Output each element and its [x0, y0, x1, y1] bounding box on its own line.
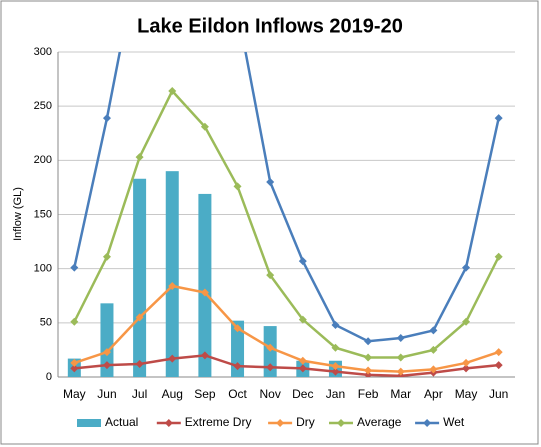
marker [429, 345, 438, 354]
marker [396, 367, 405, 376]
x-tick-label: Mar [390, 387, 411, 401]
marker [331, 321, 340, 329]
marker [494, 361, 503, 370]
marker [462, 317, 471, 326]
x-tick-label: May [63, 387, 86, 401]
marker [266, 178, 275, 186]
marker [364, 366, 373, 375]
marker [200, 351, 209, 360]
line [73, 284, 500, 373]
marker [494, 114, 503, 123]
y-tick-label: 300 [34, 46, 52, 58]
marker [102, 348, 111, 357]
y-tick-label: 100 [34, 263, 52, 275]
x-tick-label: Aug [162, 387, 183, 401]
marker [200, 288, 209, 297]
legend-marker [423, 419, 432, 427]
legend-marker [276, 419, 285, 427]
marker [266, 343, 275, 352]
marker [70, 317, 79, 326]
marker [102, 114, 111, 123]
marker [462, 263, 471, 272]
marker [70, 358, 79, 367]
marker [298, 364, 307, 373]
bar [165, 171, 179, 377]
marker [331, 367, 340, 376]
x-tick-label: Dec [292, 387, 313, 401]
marker [135, 153, 144, 162]
legend-swatch [77, 419, 101, 427]
marker [494, 348, 503, 357]
marker [396, 353, 405, 362]
marker [462, 364, 471, 373]
x-tick-label: Oct [228, 387, 247, 401]
marker [70, 263, 79, 272]
marker [102, 361, 111, 370]
marker [70, 364, 79, 373]
line [73, 52, 500, 343]
marker [462, 358, 471, 367]
y-tick-label: 250 [34, 100, 52, 112]
y-tick-label: 50 [40, 317, 52, 329]
marker [494, 252, 503, 261]
marker [168, 354, 177, 363]
marker [233, 362, 242, 371]
legend-label: Actual [105, 415, 138, 429]
marker [266, 363, 275, 372]
marker [233, 324, 242, 333]
line [73, 88, 500, 359]
x-tick-label: Jan [326, 387, 345, 401]
marker [168, 282, 177, 290]
marker [200, 122, 209, 131]
y-tick-label: 200 [34, 154, 52, 166]
x-tick-label: Jun [489, 387, 508, 401]
bar [133, 178, 147, 377]
marker [233, 182, 242, 191]
legend-label: Dry [296, 415, 315, 429]
x-tick-label: Jul [132, 387, 147, 401]
chart-title: Lake Eildon Inflows 2019-20 [137, 15, 403, 37]
x-tick-label: Nov [260, 387, 281, 401]
marker [331, 343, 340, 352]
marker [396, 334, 405, 342]
x-tick-label: May [455, 387, 478, 401]
x-tick-label: Sep [194, 387, 216, 401]
bar [198, 193, 212, 377]
marker [331, 362, 340, 371]
x-tick-label: Apr [424, 387, 443, 401]
marker [298, 315, 307, 324]
marker [135, 313, 144, 322]
marker [102, 252, 111, 261]
marker [168, 87, 177, 95]
y-axis-label: Inflow (GL) [12, 187, 24, 241]
line [74, 354, 499, 377]
legend-label: Wet [443, 415, 465, 429]
marker [364, 353, 373, 362]
legend-label: Extreme Dry [185, 415, 252, 429]
bar [231, 320, 245, 377]
y-tick-label: 0 [46, 371, 52, 383]
marker [429, 365, 438, 374]
marker [364, 337, 373, 346]
y-tick-label: 150 [34, 208, 52, 220]
marker [298, 356, 307, 365]
marker [429, 326, 438, 335]
plot-area [67, 52, 503, 377]
legend-label: Average [357, 415, 402, 429]
bar [100, 303, 114, 377]
legend-marker [337, 419, 345, 427]
marker [298, 257, 307, 266]
legend-marker [164, 419, 173, 427]
x-tick-label: Jun [97, 387, 116, 401]
x-tick-label: Feb [358, 387, 379, 401]
marker [135, 360, 144, 368]
marker [266, 271, 275, 280]
